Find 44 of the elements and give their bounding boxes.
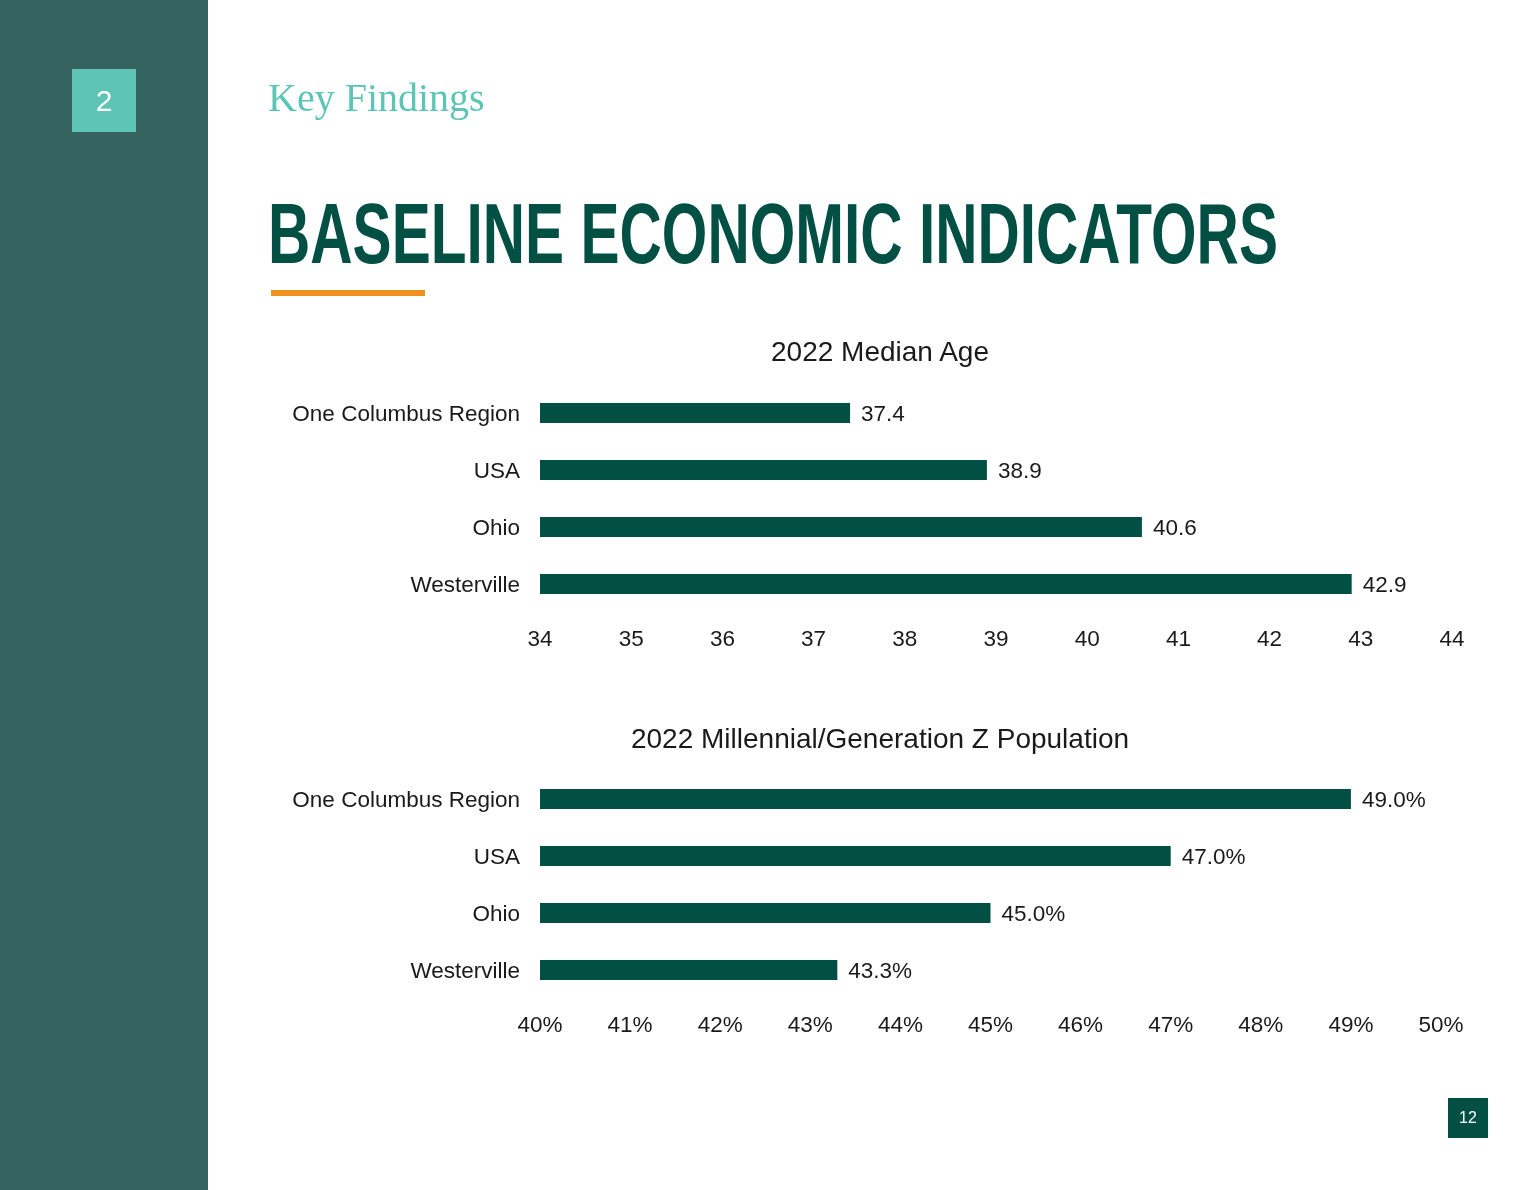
x-tick-label: 40% — [517, 1012, 563, 1037]
y-tick-label: Westerville — [410, 571, 520, 597]
text: 2 — [95, 83, 113, 117]
x-tick-label: 42 — [1257, 625, 1283, 651]
text: BASELINE ECONOMIC INDICATORS — [268, 185, 1278, 281]
y-tick-label: USA — [473, 457, 520, 483]
data-label: 40.6 — [1152, 514, 1197, 540]
x-tick-label: 39 — [983, 625, 1009, 651]
x-tick-label: 48% — [1238, 1012, 1284, 1037]
data-label: 42.9 — [1362, 571, 1407, 597]
text: Key Findings — [268, 75, 485, 120]
x-tick-label: 45% — [967, 1012, 1014, 1037]
x-tick-label: 40 — [1074, 625, 1100, 651]
x-tick-label: 49% — [1328, 1012, 1374, 1037]
data-label: 47.0% — [1181, 843, 1246, 869]
x-tick-label: 41 — [1165, 625, 1191, 651]
text: 12 — [1459, 1109, 1477, 1126]
x-tick-label: 44% — [877, 1012, 923, 1037]
x-tick-label: 38 — [892, 625, 918, 651]
chart-title: 2022 Median Age — [771, 335, 989, 367]
y-tick-label: Ohio — [472, 514, 520, 540]
x-tick-label: 43% — [787, 1012, 833, 1037]
x-tick-label: 42% — [697, 1012, 743, 1037]
data-label: 43.3% — [848, 957, 913, 983]
chart-title: 2022 Millennial/Generation Z Population — [630, 722, 1130, 754]
x-tick-label: 50% — [1418, 1012, 1464, 1037]
data-label: 38.9 — [997, 457, 1042, 483]
x-tick-label: 37 — [801, 625, 827, 651]
y-tick-label: One Columbus Region — [292, 400, 520, 426]
y-tick-label: Westerville — [410, 957, 520, 983]
x-tick-label: 41% — [607, 1012, 653, 1037]
data-label: 37.4 — [861, 400, 905, 426]
x-tick-label: 34 — [527, 625, 553, 651]
x-tick-label: 43 — [1348, 625, 1374, 651]
data-label: 49.0% — [1361, 786, 1426, 812]
y-tick-label: One Columbus Region — [292, 786, 520, 812]
y-tick-label: Ohio — [472, 900, 520, 926]
x-tick-label: 35 — [618, 625, 644, 651]
x-tick-label: 36 — [709, 625, 735, 651]
x-tick-label: 46% — [1058, 1012, 1104, 1037]
y-tick-label: USA — [473, 843, 520, 869]
x-tick-label: 47% — [1148, 1012, 1194, 1037]
data-label: 45.0% — [1001, 900, 1066, 926]
x-tick-label: 44 — [1439, 625, 1465, 651]
